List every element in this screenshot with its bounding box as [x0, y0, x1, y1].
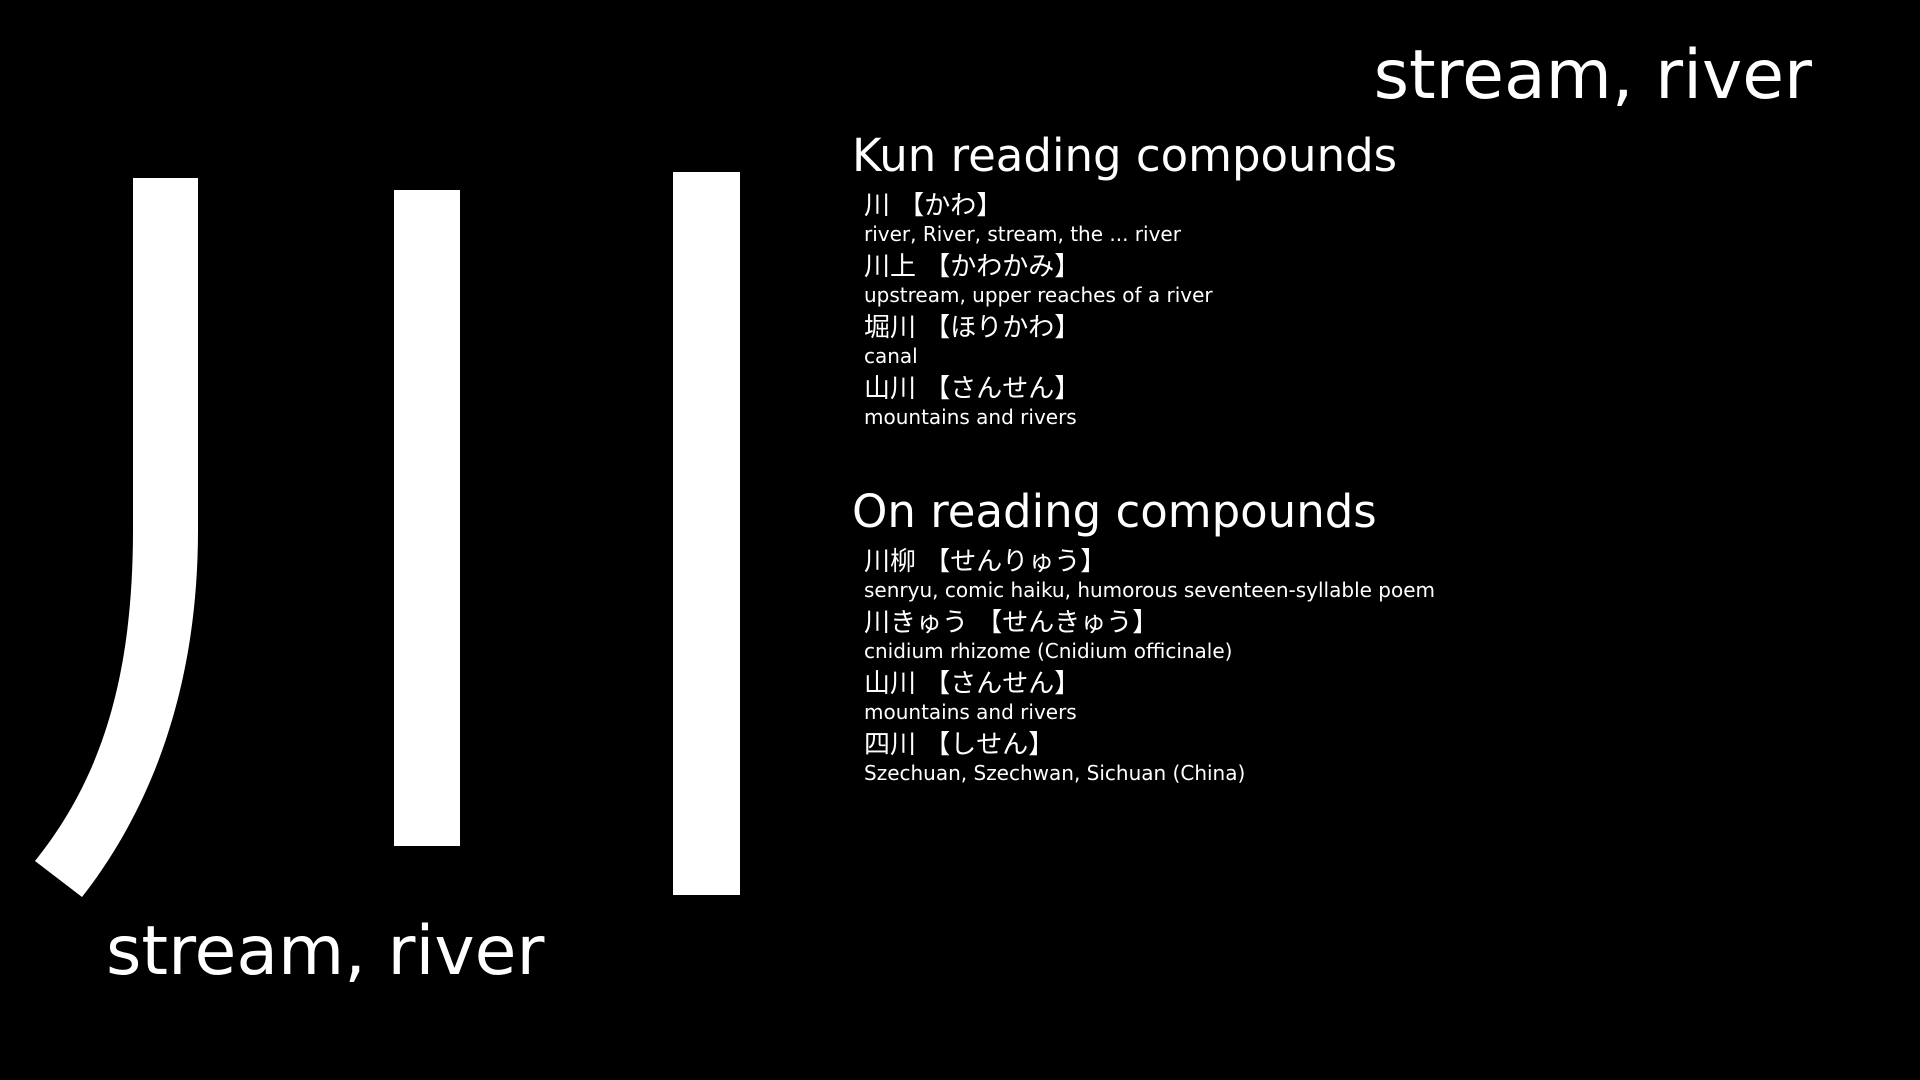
meaning-title: stream, river [1373, 36, 1812, 115]
compound-gloss: upstream, upper reaches of a river [864, 283, 1213, 307]
compound-gloss: cnidium rhizome (Cnidium officinale) [864, 639, 1233, 663]
compound-entry: 川 【かわ】 river, River, stream, the ... riv… [864, 190, 1852, 251]
compound-gloss: senryu, comic haiku, humorous seventeen-… [864, 578, 1436, 602]
kanji-stroke-right [673, 172, 740, 895]
kanji-stroke-middle [394, 190, 460, 846]
compound-word: 堀川 【ほりかわ】 [864, 313, 1081, 343]
compound-word: 川きゅう 【せんきゅう】 [864, 608, 1159, 638]
compound-entry: 堀川 【ほりかわ】 canal [864, 312, 1852, 373]
on-reading-heading: On reading compounds [852, 485, 1377, 538]
meaning-caption: stream, river [106, 912, 545, 991]
compound-word: 川上 【かわかみ】 [864, 252, 1081, 282]
compound-entry: 山川 【さんせん】 mountains and rivers [864, 373, 1852, 434]
kun-reading-heading: Kun reading compounds [852, 129, 1398, 182]
kun-reading-section: Kun reading compounds 川 【かわ】 river, Rive… [852, 126, 1852, 434]
compound-word: 山川 【さんせん】 [864, 374, 1081, 404]
compound-entry: 四川 【しせん】 Szechuan, Szechwan, Sichuan (Ch… [864, 729, 1852, 790]
kanji-stroke-left [35, 178, 198, 897]
compound-entry: 山川 【さんせん】 mountains and rivers [864, 668, 1852, 729]
on-reading-section: On reading compounds 川柳 【せんりゅう】 senryu, … [852, 482, 1852, 790]
compound-gloss: river, River, stream, the ... river [864, 222, 1181, 246]
compound-entry: 川柳 【せんりゅう】 senryu, comic haiku, humorous… [864, 546, 1852, 607]
compound-word: 山川 【さんせん】 [864, 669, 1081, 699]
kanji-stroke-diagram [35, 172, 740, 897]
compound-gloss: mountains and rivers [864, 700, 1077, 724]
compound-word: 川柳 【せんりゅう】 [864, 547, 1107, 577]
compound-entry: 川上 【かわかみ】 upstream, upper reaches of a r… [864, 251, 1852, 312]
compound-entry: 川きゅう 【せんきゅう】 cnidium rhizome (Cnidium of… [864, 607, 1852, 668]
compound-word: 四川 【しせん】 [864, 730, 1055, 760]
compound-word: 川 【かわ】 [864, 191, 1003, 221]
compound-gloss: canal [864, 344, 918, 368]
compound-gloss: Szechuan, Szechwan, Sichuan (China) [864, 761, 1246, 785]
compound-gloss: mountains and rivers [864, 405, 1077, 429]
